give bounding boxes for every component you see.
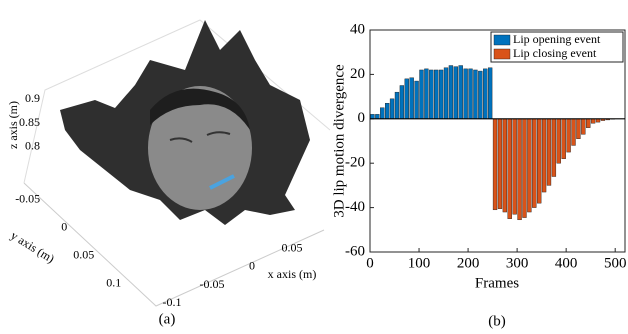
bar xyxy=(497,118,503,209)
bar xyxy=(541,118,547,193)
x-tick-label: -0.05 xyxy=(200,277,225,291)
x-tick-label: 200 xyxy=(457,255,480,271)
bar xyxy=(424,68,429,119)
z-tick-label: 0.9 xyxy=(25,91,40,105)
y-tick-label: 40 xyxy=(350,21,365,37)
bar xyxy=(409,77,414,120)
bar xyxy=(404,78,409,119)
bar xyxy=(370,114,375,120)
hair xyxy=(150,88,250,130)
bar xyxy=(389,98,395,119)
lip-marker xyxy=(209,174,235,190)
caption: (b) xyxy=(488,313,506,329)
bar xyxy=(483,68,488,119)
eye xyxy=(206,131,231,136)
bar xyxy=(551,118,557,177)
bar xyxy=(576,118,581,139)
x-tick-label: 0.05 xyxy=(282,241,303,255)
bar xyxy=(434,69,439,119)
bar xyxy=(448,65,454,119)
bar xyxy=(443,67,449,119)
z-tick-label: 0.8 xyxy=(25,138,40,152)
bar xyxy=(522,118,527,218)
bar xyxy=(571,118,576,146)
bar xyxy=(468,68,473,119)
bar xyxy=(492,118,498,211)
bar xyxy=(527,118,532,213)
bar xyxy=(507,118,512,219)
bar xyxy=(473,69,478,119)
y-tick-label: 0 xyxy=(358,110,366,126)
y-tick-label: 0.1 xyxy=(106,276,121,290)
legend-swatch xyxy=(493,34,511,46)
bar xyxy=(566,118,571,153)
y-tick-label: 0 xyxy=(61,220,67,234)
bar xyxy=(561,118,566,159)
bar xyxy=(532,118,537,208)
bar xyxy=(399,85,405,119)
y-tick-label: -60 xyxy=(345,243,365,259)
bar xyxy=(453,66,458,119)
y-tick-label: 20 xyxy=(350,66,365,82)
legend-swatch xyxy=(493,48,511,60)
y-axis-label: y axis (m) xyxy=(8,228,57,266)
bar xyxy=(380,107,385,119)
box-edge xyxy=(23,182,325,307)
bar xyxy=(414,80,419,119)
x-tick-label: 400 xyxy=(555,255,578,271)
y-tick-label: 0.05 xyxy=(73,248,94,262)
bar xyxy=(546,118,552,186)
bar xyxy=(502,118,508,213)
legend-label: Lip opening event xyxy=(513,32,601,46)
y-tick-label: -0.05 xyxy=(15,192,40,206)
z-tick-label: 0.85 xyxy=(19,115,40,129)
caption: (a) xyxy=(159,311,176,327)
surface-panel xyxy=(23,19,331,307)
x-tick-label: 0 xyxy=(249,259,255,273)
x-tick-label: 300 xyxy=(506,255,529,271)
bar xyxy=(517,118,522,221)
bar xyxy=(429,69,434,119)
bar xyxy=(419,69,424,119)
legend-label: Lip closing event xyxy=(513,46,597,60)
bar xyxy=(512,118,517,215)
bar xyxy=(438,69,444,119)
y-axis-label: 3D lip motion divergence xyxy=(331,64,347,218)
legend xyxy=(490,31,624,63)
y-tick-label: -40 xyxy=(345,199,365,215)
x-tick-label: 0 xyxy=(366,255,374,271)
bar xyxy=(537,118,542,204)
bar xyxy=(556,118,561,164)
bar xyxy=(478,70,483,119)
eye xyxy=(169,137,193,143)
y-tick-label: -20 xyxy=(345,155,365,171)
x-tick-label: -0.1 xyxy=(163,295,182,309)
bar xyxy=(463,68,468,119)
bar xyxy=(487,67,493,119)
x-tick-label: 500 xyxy=(604,255,627,271)
bar xyxy=(586,118,591,128)
bar xyxy=(375,114,380,120)
x-axis-label: x axis (m) xyxy=(268,267,317,281)
bar xyxy=(458,65,463,119)
bar xyxy=(385,103,390,120)
box-edge xyxy=(23,19,331,184)
x-axis-label: Frames xyxy=(475,275,519,291)
bar xyxy=(581,118,586,135)
x-tick-label: 100 xyxy=(408,255,431,271)
bar xyxy=(590,118,596,124)
z-axis-label: z axis (m) xyxy=(6,101,20,149)
bar xyxy=(394,91,400,120)
plot-frame xyxy=(369,29,626,253)
